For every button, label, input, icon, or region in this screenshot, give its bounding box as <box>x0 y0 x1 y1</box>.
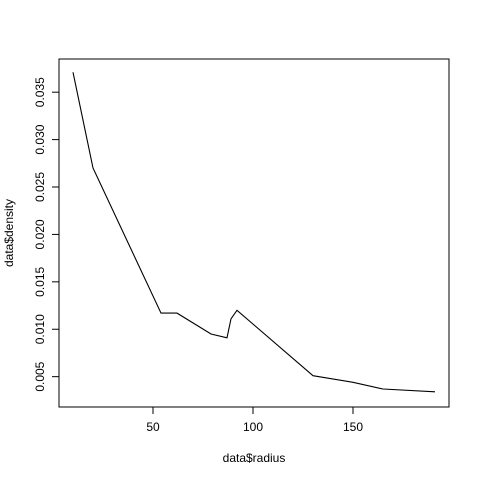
y-tick-label: 0.030 <box>33 124 47 154</box>
x-axis-label: data$radius <box>223 451 286 465</box>
y-axis-label: data$density <box>2 199 16 267</box>
x-tick-label: 150 <box>343 420 363 434</box>
y-tick-label: 0.005 <box>33 361 47 391</box>
y-tick-label: 0.010 <box>33 314 47 344</box>
y-tick-label: 0.035 <box>33 77 47 107</box>
x-tick-label: 100 <box>243 420 263 434</box>
series-layer <box>72 72 436 393</box>
y-tick-label: 0.025 <box>33 172 47 202</box>
x-tick-label: 50 <box>146 420 160 434</box>
x-axis: 50 100 150 <box>146 406 363 434</box>
series-line-0 <box>72 72 436 393</box>
y-tick-label: 0.015 <box>33 266 47 296</box>
plot-frame <box>58 58 450 408</box>
y-axis: 0.005 0.010 0.015 0.020 0.025 0.030 0.035 <box>33 77 60 392</box>
y-tick-label: 0.020 <box>33 219 47 249</box>
